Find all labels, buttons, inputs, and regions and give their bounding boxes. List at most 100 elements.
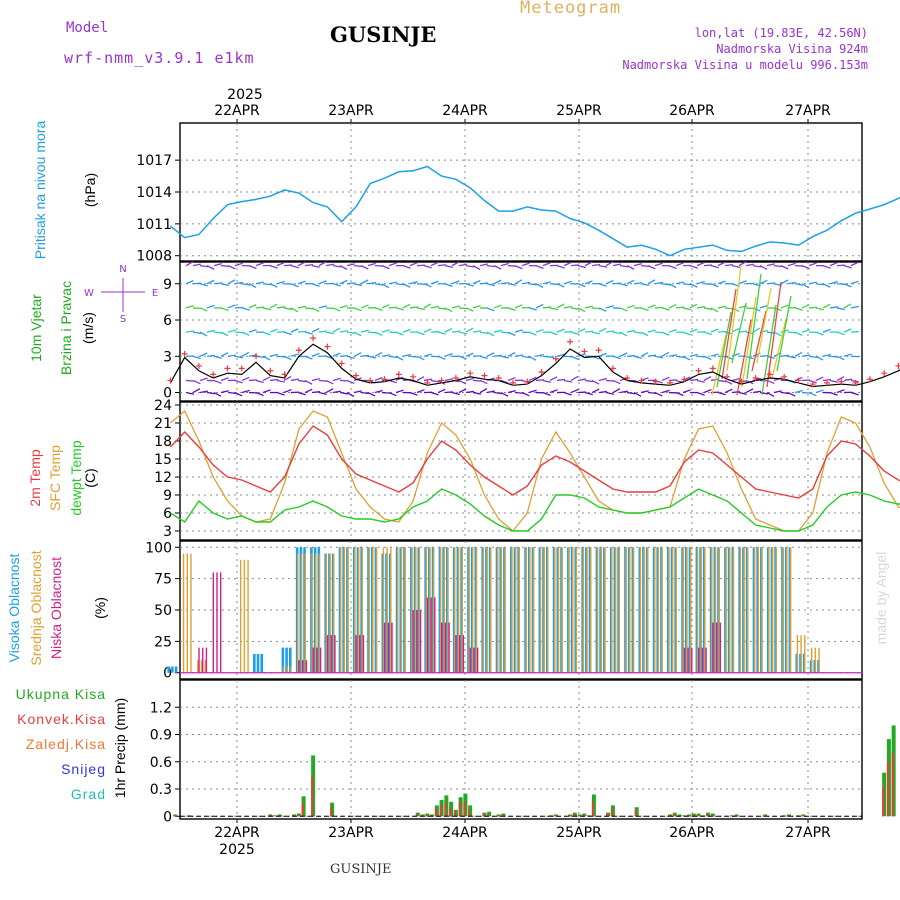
precip-bar-convective — [710, 814, 713, 817]
wind-arrow — [262, 283, 272, 286]
wind-arrow — [745, 388, 754, 394]
cloud-bar-mid — [810, 647, 813, 673]
station-title: GUSINJE — [330, 22, 437, 47]
wind-arrow — [711, 334, 727, 396]
wind-arrow — [731, 302, 747, 364]
cloud-bar-low — [305, 660, 308, 673]
wind-arrow — [325, 388, 334, 394]
cloud-bar-low — [476, 647, 479, 673]
wind-gust-mark — [467, 370, 474, 377]
wind-arrow — [241, 331, 250, 336]
wind-arrow — [430, 280, 439, 285]
cloud-bar-mid — [354, 547, 356, 673]
wind-arrow — [633, 355, 642, 359]
wind-arrow — [493, 304, 502, 309]
wind-arrow — [430, 305, 439, 309]
wind-arrow — [346, 263, 355, 267]
wind-arrow — [346, 282, 356, 285]
precip-bar-convective — [487, 813, 490, 817]
panel-frame-4 — [179, 679, 863, 820]
wind-arrow — [262, 331, 271, 336]
x-tick-top: 25APR — [556, 103, 602, 119]
cloud-bar-mid — [532, 547, 535, 673]
wind-arrow — [241, 283, 251, 286]
wind-arrow — [766, 282, 776, 285]
wind-arrow — [304, 307, 314, 310]
wind-gust-mark — [624, 375, 631, 382]
wind-arrow — [339, 355, 349, 357]
wind-arrow — [633, 282, 643, 285]
wind-arrow — [206, 279, 215, 285]
x-tick-bottom: 23APR — [328, 825, 374, 841]
wind-arrow — [528, 389, 537, 394]
cloud-bar-mid — [561, 547, 563, 673]
wind-arrow — [507, 376, 516, 382]
wind-arrow — [647, 391, 657, 395]
wind-arrow — [570, 264, 580, 267]
precip-bar-convective — [706, 813, 709, 817]
wind-arrow — [472, 304, 481, 309]
wind-arrow — [710, 328, 719, 333]
wind-arrow — [227, 265, 236, 270]
precip-bar-convective — [463, 800, 466, 817]
cloud-bar-mid — [625, 547, 627, 673]
wind-arrow — [535, 353, 544, 357]
precip-bar-convective — [801, 815, 804, 817]
wind-arrow — [570, 355, 579, 361]
wind-arrow — [234, 355, 243, 359]
wind-arrow — [255, 306, 265, 309]
wind-arrow — [248, 265, 257, 270]
wind-arrow — [731, 378, 740, 382]
x-tick-bottom: 27APR — [785, 825, 831, 841]
wind-arrow — [199, 390, 208, 394]
ytick-label: 75 — [154, 572, 172, 588]
ytick-label: 0.9 — [150, 728, 172, 744]
wind-arrow — [451, 280, 460, 285]
wind-arrow — [465, 390, 475, 394]
cloud-bar-mid — [333, 553, 335, 673]
precip-bar-convective — [439, 805, 442, 817]
wind-arrow — [311, 307, 320, 313]
wind-arrow — [801, 329, 810, 333]
wind-arrow — [794, 331, 803, 336]
cloud-bar-mid — [400, 547, 403, 673]
cloud-bar-mid — [286, 666, 288, 673]
cloud-bar-mid — [818, 647, 820, 673]
wind-arrow — [556, 353, 565, 357]
wind-arrow — [633, 331, 643, 334]
wind-arrow — [507, 389, 516, 394]
ytick-label: 6 — [163, 506, 172, 522]
wind-arrow — [696, 391, 705, 396]
wind-arrow — [703, 307, 712, 310]
cloud-bar-low — [430, 597, 432, 673]
wind-gust-mark — [224, 365, 231, 372]
cloud-bar-mid — [732, 547, 735, 673]
cloud-bar-high — [260, 653, 264, 673]
wind-arrow — [507, 264, 517, 267]
wind-arrow — [402, 328, 411, 333]
x-tick-bottom: 22APR — [214, 825, 260, 841]
x-tick-top: 27APR — [785, 103, 831, 119]
wind-arrow — [808, 262, 817, 267]
wind-arrow — [206, 329, 215, 333]
wind-arrow — [689, 303, 698, 309]
ytick-label: 1008 — [136, 249, 172, 265]
wind-arrow — [787, 262, 796, 267]
wind-arrow — [500, 331, 510, 334]
wind-arrow — [808, 391, 817, 397]
wind-arrow — [423, 378, 433, 382]
wind-arrow — [836, 331, 845, 336]
wind-arrow — [381, 283, 390, 289]
wind-arrow — [479, 355, 488, 360]
wind-arrow — [241, 307, 250, 311]
cloud-bar-mid — [600, 547, 602, 673]
wind-arrow — [584, 261, 593, 267]
wind-arrow — [710, 353, 719, 357]
cloud-bar-low — [359, 635, 361, 673]
wind-arrow — [556, 303, 565, 309]
wind-arrow — [752, 377, 761, 382]
wind-arrow — [794, 351, 803, 357]
wind-gust-mark — [638, 377, 645, 384]
wind-arrow — [619, 307, 628, 312]
wind-arrow — [752, 264, 762, 268]
